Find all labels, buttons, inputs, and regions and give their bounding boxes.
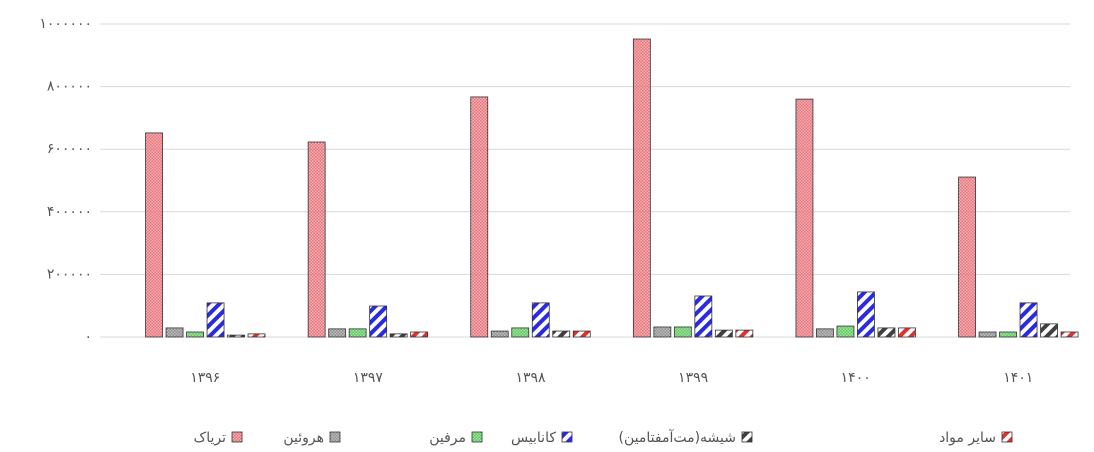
bar — [735, 329, 754, 338]
legend-swatch — [329, 431, 341, 443]
x-tick-label: ۱۳۹۸ — [515, 370, 546, 386]
legend-item: تریاک — [194, 430, 243, 446]
bar — [898, 327, 916, 338]
y-tick-label: ۱۰۰۰۰۰۰ — [39, 16, 92, 32]
bar — [653, 326, 672, 338]
bar — [511, 327, 530, 338]
legend-swatch — [561, 431, 573, 443]
bar — [227, 334, 245, 338]
bar — [552, 330, 571, 338]
bar — [632, 38, 651, 338]
legend-swatch — [741, 431, 753, 443]
legend-item: کانابیس — [511, 430, 573, 446]
legend-item: شیشه(مت‌آمفتامین) — [619, 429, 753, 446]
legend-item: مرفین — [429, 430, 483, 446]
legend-swatch — [471, 431, 483, 443]
x-tick-label: ۱۴۰۱ — [1003, 370, 1033, 386]
legend-label: شیشه(مت‌آمفتامین) — [619, 429, 736, 446]
bar — [694, 295, 713, 338]
bar — [958, 176, 976, 338]
legend-swatch — [1001, 431, 1013, 443]
bar — [165, 327, 184, 338]
bar — [877, 327, 896, 338]
bar — [673, 326, 692, 338]
bar — [369, 305, 388, 338]
y-tick-label: ۰ — [84, 329, 92, 345]
bar — [410, 331, 429, 338]
bar — [307, 141, 326, 338]
bar — [999, 331, 1017, 338]
bar — [1040, 323, 1058, 338]
legend-label: سایر مواد — [939, 430, 996, 446]
bar — [145, 132, 163, 338]
x-tick-label: ۱۳۹۷ — [353, 370, 384, 386]
y-tick-label: ۲۰۰۰۰۰ — [47, 266, 92, 282]
bar — [978, 331, 997, 338]
bar — [348, 328, 367, 338]
x-tick-label: ۱۴۰۰ — [841, 370, 871, 386]
legend-label: تریاک — [194, 430, 226, 446]
bar — [714, 329, 733, 338]
bar — [531, 302, 550, 338]
bar — [816, 328, 834, 338]
legend-item: هروئین — [283, 430, 341, 446]
bar — [572, 330, 591, 338]
y-tick-label: ۸۰۰۰۰۰ — [47, 79, 92, 95]
bar — [389, 333, 408, 338]
bar — [328, 328, 347, 338]
bar — [1060, 331, 1079, 338]
bar — [470, 96, 489, 338]
legend-item: سایر مواد — [939, 430, 1013, 446]
x-tick-label: ۱۳۹۹ — [678, 370, 708, 386]
legend-label: مرفین — [429, 430, 466, 446]
bar — [490, 330, 509, 338]
y-tick-label: ۴۰۰۰۰۰ — [47, 204, 92, 220]
bar — [247, 333, 266, 338]
bar — [795, 98, 814, 338]
bar — [1019, 302, 1038, 338]
y-tick-label: ۶۰۰۰۰۰ — [47, 141, 92, 157]
legend-label: کانابیس — [511, 430, 556, 446]
bar — [857, 291, 875, 338]
legend-label: هروئین — [283, 430, 324, 446]
x-tick-label: ۱۳۹۶ — [190, 370, 220, 386]
bar — [836, 325, 855, 338]
legend-swatch — [231, 431, 243, 443]
bar — [186, 331, 204, 338]
bar — [206, 302, 225, 338]
